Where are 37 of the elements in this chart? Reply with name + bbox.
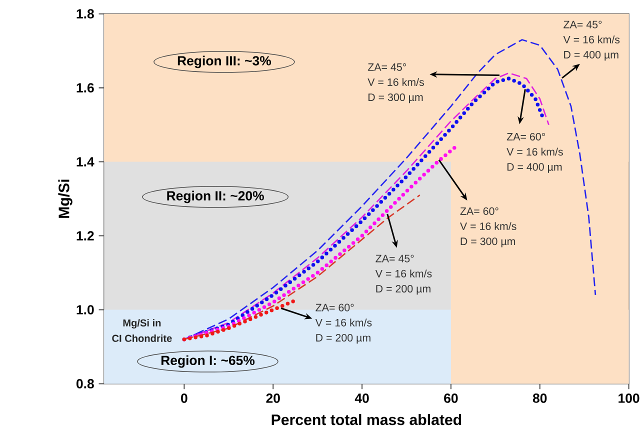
y-tick-label: 1.2 (76, 231, 94, 241)
annotation: ZA= 45° (368, 63, 406, 72)
annotation: D = 200 µm (376, 285, 430, 295)
annotation: D = 400 µm (564, 51, 618, 61)
x-tick-label: 80 (532, 394, 547, 404)
annotation: D = 400 µm (507, 163, 562, 174)
y-tick-label: 1.0 (76, 305, 94, 315)
x-tick-label: 20 (266, 394, 280, 404)
annotation: D = 300 µm (460, 238, 516, 248)
annotation: V = 16 km/s (460, 222, 516, 230)
annotation: D = 300 µm (368, 94, 423, 104)
annotation: Mg/Si in (123, 319, 161, 329)
annotation: Region II: ~20% (167, 190, 264, 204)
annotation: ZA= 60° (316, 304, 354, 312)
annotation: V = 16 km/s (375, 270, 432, 278)
annotation: D = 200 µm (316, 334, 370, 344)
x-tick-label: 60 (444, 394, 458, 404)
annotation: Region III: ~3% (178, 56, 271, 68)
x-tick-label: 100 (618, 394, 640, 404)
annotation: Region I: ~65% (161, 356, 255, 368)
annotation: CI Chondrite (112, 334, 172, 342)
y-tick-label: 0.8 (76, 379, 94, 389)
annotation: V = 16 km/s (368, 78, 424, 86)
annotation: V = 16 km/s (315, 318, 372, 327)
x-tick-label: 0 (181, 394, 188, 404)
y-tick-label: 1.8 (76, 9, 94, 19)
annotation: ZA= 60° (460, 208, 498, 216)
annotation: V = 16 km/s (506, 148, 563, 156)
y-tick-label: 1.6 (76, 83, 94, 93)
annotation: ZA= 45° (564, 20, 602, 29)
annotation: V = 16 km/s (563, 36, 620, 44)
annotation: ZA= 60° (506, 133, 545, 141)
x-axis-title: Percent total mass ablated (272, 414, 462, 426)
annotation: ZA= 45° (376, 254, 414, 263)
x-tick-label: 40 (354, 394, 369, 404)
y-tick-label: 1.4 (76, 157, 94, 167)
y-axis-title: Mg/Si (58, 180, 72, 218)
